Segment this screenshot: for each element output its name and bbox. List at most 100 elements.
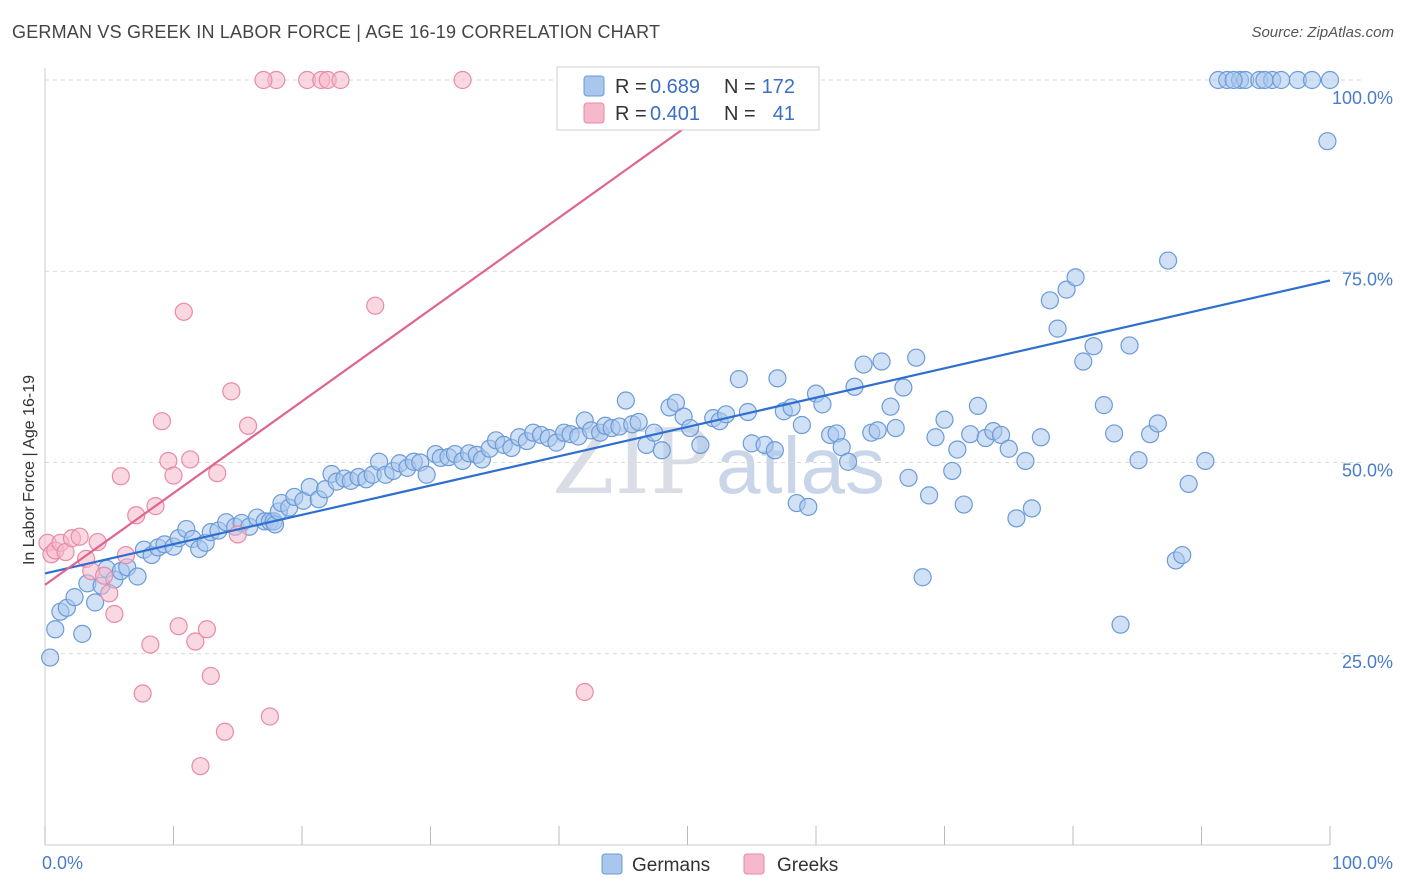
data-points: [38, 70, 1340, 776]
germans-point-122: [886, 418, 905, 438]
x-tick-label-end: 100.0%: [1332, 853, 1393, 873]
germans-point-153: [1129, 451, 1148, 470]
bottom-legend-label-greeks: Greeks: [777, 855, 838, 876]
germans-point-7: [86, 593, 105, 612]
germans-point-159: [1179, 474, 1198, 494]
greeks-point-31: [222, 382, 241, 401]
legend-n-label-greeks: N =: [724, 103, 756, 125]
series-legend: Germans Greeks: [601, 853, 838, 876]
legend-n-value-germans: 172: [762, 76, 795, 98]
germans-point-128: [926, 428, 945, 447]
germans-point-156: [1158, 251, 1178, 270]
germans-point-108: [792, 415, 811, 435]
greeks-point-22: [169, 617, 188, 636]
germans-point-145: [1057, 280, 1076, 299]
greeks-point-19: [152, 412, 172, 431]
germans-point-138: [999, 439, 1018, 458]
germans-point-143: [1040, 291, 1059, 310]
germans-point-140: [1016, 451, 1035, 471]
bottom-legend-swatch-germans: [601, 853, 623, 875]
germans-point-147: [1074, 352, 1093, 371]
greeks-point-30: [215, 722, 234, 741]
greeks-point-26: [191, 757, 210, 776]
germans-point-104: [768, 369, 787, 388]
greeks-point-23: [174, 302, 193, 321]
greeks-point-12: [105, 604, 124, 624]
germans-point-99: [729, 370, 749, 389]
germans-point-152: [1120, 336, 1139, 355]
germans-point-90: [652, 441, 671, 460]
germans-point-130: [943, 461, 962, 481]
germans-point-144: [1048, 319, 1067, 338]
grid-lines: [45, 79, 1365, 655]
greeks-point-24: [181, 450, 200, 469]
y-tick-label-75: 75.0%: [1342, 269, 1393, 289]
germans-point-1: [46, 620, 65, 639]
legend-r-value-germans: 0.689: [650, 76, 700, 98]
y-tick-label-25: 25.0%: [1342, 652, 1393, 672]
greeks-point-25: [186, 632, 205, 651]
germans-point-87: [629, 412, 648, 432]
legend-n-value-greeks: 41: [773, 103, 795, 125]
germans-point-126: [913, 568, 932, 587]
germans-point-5: [73, 624, 92, 643]
germans-point-119: [868, 421, 887, 440]
greeks-point-27: [197, 620, 217, 639]
greeks-point-43: [575, 682, 594, 702]
germans-point-151: [1111, 615, 1130, 634]
germans-point-173: [1224, 70, 1243, 90]
greeks-point-33: [238, 416, 258, 435]
germans-point-139: [1007, 509, 1026, 528]
axes: 25.0% 50.0% 75.0% 100.0% 0.0% 100.0%: [42, 68, 1393, 873]
germans-point-170: [1318, 132, 1337, 151]
germans-point-132: [954, 495, 973, 514]
greeks-point-11: [100, 584, 119, 603]
germans-point-134: [968, 396, 988, 415]
germans-point-109: [799, 497, 818, 516]
legend-n-label-germans: N =: [724, 76, 756, 98]
greeks-point-10: [95, 566, 114, 585]
greeks-point-29: [208, 464, 227, 483]
greeks-point-6: [70, 527, 89, 546]
germans-point-129: [935, 410, 954, 429]
greeks-point-41: [366, 296, 385, 315]
correlation-legend: R = 0.689 N = 172 R = 0.401 N = 41: [556, 66, 820, 131]
germans-point-13: [128, 567, 147, 586]
legend-swatch-germans: [583, 75, 605, 97]
greeks-point-42: [453, 70, 472, 90]
y-tick-label-100: 100.0%: [1332, 88, 1393, 108]
germans-point-131: [948, 440, 967, 459]
bottom-legend-swatch-greeks: [743, 853, 765, 875]
greeks-point-13: [111, 467, 130, 486]
greeks-trend-line: [44, 125, 689, 586]
germans-point-137: [991, 425, 1011, 445]
germans-point-85: [616, 391, 635, 410]
germans-point-133: [961, 425, 980, 444]
greeks-point-34: [260, 707, 279, 726]
greeks-point-40: [331, 70, 350, 90]
germans-point-171: [1320, 70, 1340, 90]
germans-point-123: [894, 378, 913, 397]
germans-point-117: [854, 355, 873, 374]
germans-point-57: [417, 465, 436, 484]
germans-point-169: [1302, 70, 1322, 90]
source-label: Source: ZipAtlas.com: [1251, 24, 1394, 41]
y-axis-label: In Labor Force | Age 16-19: [21, 375, 38, 565]
legend-r-label-greeks: R =: [615, 103, 647, 125]
germans-point-172: [1255, 70, 1274, 90]
germans-point-146: [1066, 268, 1085, 287]
legend-r-value-greeks: 0.401: [650, 103, 700, 125]
germans-point-120: [872, 352, 891, 371]
germans-point-125: [907, 348, 926, 367]
greeks-point-28: [201, 666, 220, 686]
germans-point-167: [1272, 70, 1291, 90]
germans-trend-line: [44, 279, 1331, 575]
germans-point-4: [65, 588, 84, 607]
germans-point-158: [1173, 545, 1192, 565]
germans-point-149: [1094, 396, 1113, 415]
germans-point-103: [765, 441, 784, 460]
greeks-point-36: [254, 70, 273, 90]
y-tick-label-50: 50.0%: [1342, 461, 1393, 481]
bottom-legend-label-germans: Germans: [632, 855, 710, 876]
